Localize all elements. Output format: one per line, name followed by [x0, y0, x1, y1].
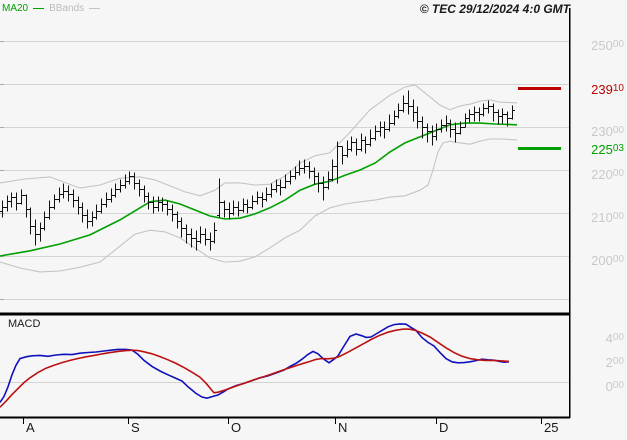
macd-panel-label: MACD	[8, 318, 41, 330]
chart-legend: MA20 BBands	[2, 3, 105, 14]
legend-ma20-line-icon	[33, 7, 45, 10]
legend-ma20-label: MA20	[2, 3, 29, 14]
legend-bbands-label: BBands	[49, 3, 85, 14]
legend-bbands-line-icon	[89, 7, 101, 10]
chart-title: © TEC 29/12/2024 4:0 GMT	[419, 2, 570, 16]
